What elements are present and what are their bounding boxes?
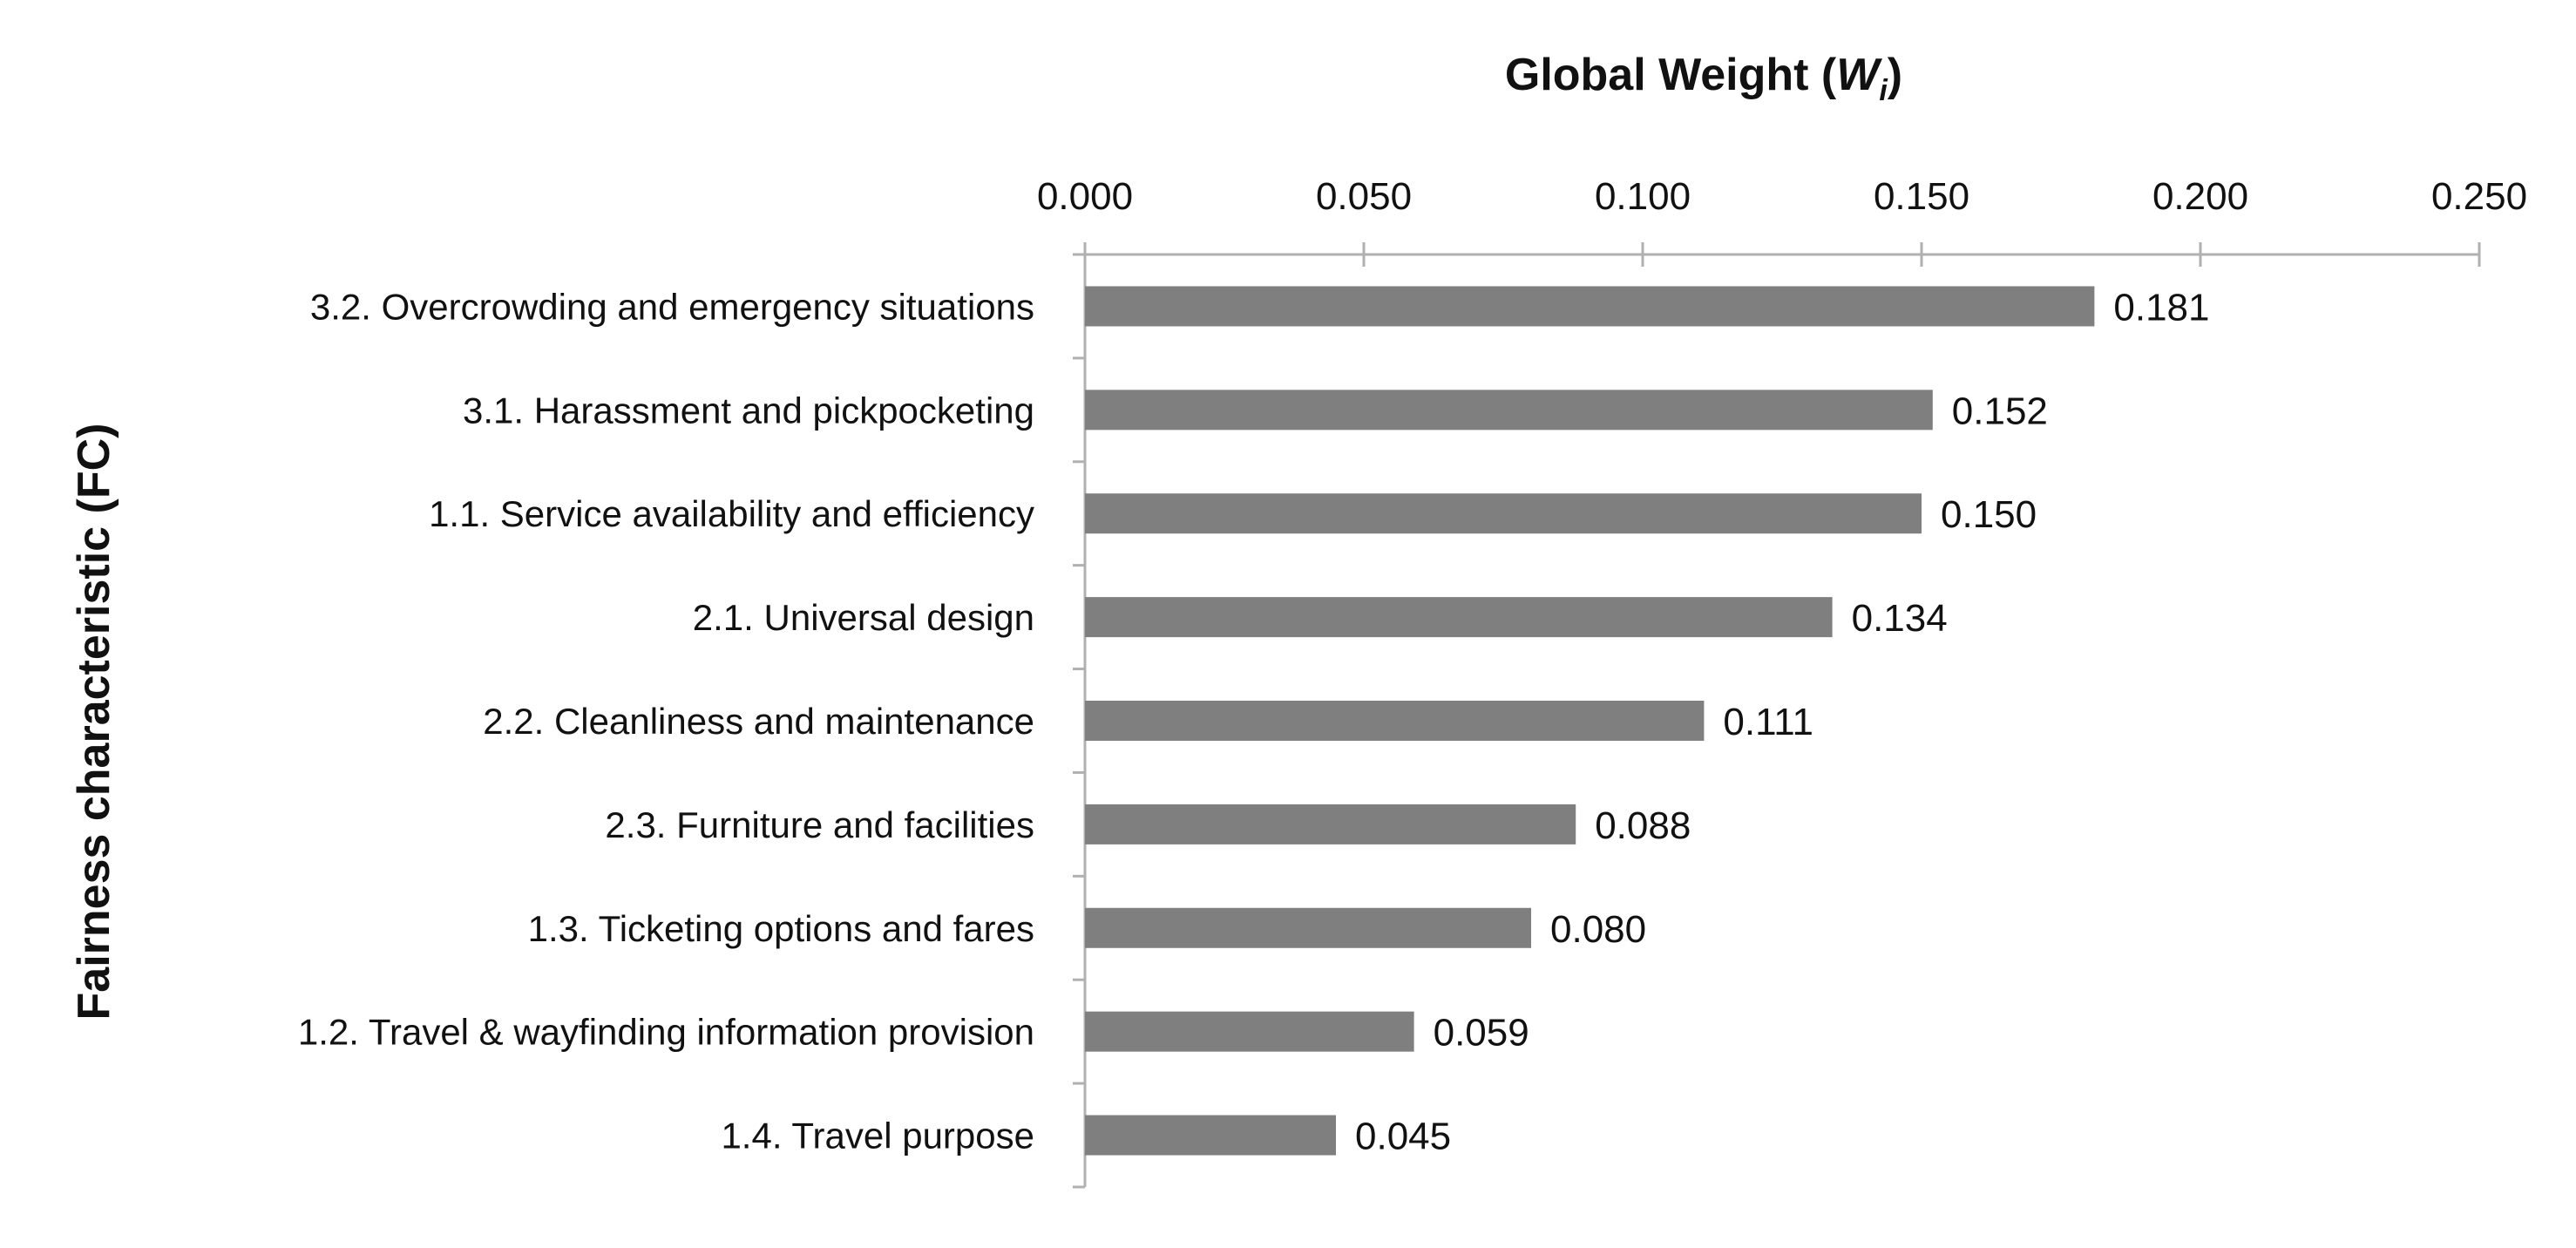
bar	[1085, 804, 1576, 844]
x-tick-label: 0.100	[1595, 175, 1691, 218]
x-axis: 0.000 0.050 0.100 0.150 0.200 0.250	[1037, 175, 2527, 267]
data-label: 0.111	[1723, 701, 1813, 743]
y-axis	[1073, 253, 1087, 1189]
bar	[1085, 701, 1705, 741]
category-label: 1.4. Travel purpose	[721, 1116, 1034, 1156]
category-labels: 3.2. Overcrowding and emergency situatio…	[298, 286, 1034, 1156]
category-label: 1.2. Travel & wayfinding information pro…	[298, 1012, 1034, 1053]
data-label: 0.045	[1355, 1116, 1451, 1158]
data-label: 0.059	[1434, 1012, 1529, 1055]
data-label: 0.134	[1852, 597, 1948, 640]
bar	[1085, 493, 1922, 534]
category-label: 3.1. Harassment and pickpocketing	[463, 390, 1034, 431]
y-axis-title: Fairness characteristic (FC)	[69, 424, 119, 1021]
category-label: 2.2. Cleanliness and maintenance	[483, 701, 1034, 742]
data-label: 0.088	[1595, 804, 1691, 847]
category-label: 1.3. Ticketing options and fares	[528, 908, 1034, 949]
bar	[1085, 1011, 1414, 1052]
bar	[1085, 907, 1531, 948]
data-label: 0.150	[1941, 493, 2037, 536]
bar	[1085, 1115, 1336, 1156]
x-tick-label: 0.000	[1037, 175, 1133, 218]
bar	[1085, 390, 1933, 431]
category-label: 2.3. Furniture and facilities	[605, 804, 1034, 845]
x-tick-label: 0.050	[1316, 175, 1412, 218]
x-tick-label: 0.250	[2431, 175, 2527, 218]
category-label: 2.1. Universal design	[693, 597, 1034, 638]
data-label: 0.181	[2113, 286, 2209, 329]
data-label: 0.080	[1550, 908, 1646, 951]
bar	[1085, 597, 1833, 638]
x-tick-label: 0.150	[1874, 175, 1969, 218]
category-label: 3.2. Overcrowding and emergency situatio…	[310, 286, 1034, 327]
category-label: 1.1. Service availability and efficiency	[429, 493, 1034, 534]
bar	[1085, 286, 2095, 327]
data-label: 0.152	[1952, 390, 2048, 432]
data-labels: 0.181 0.152 0.150 0.134 0.111 0.088 0.080 0.059…	[1355, 286, 2210, 1157]
x-tick-label: 0.200	[2152, 175, 2248, 218]
bars	[1085, 286, 2095, 1156]
x-axis-title: Global Weight (Wi)	[1505, 50, 1902, 107]
